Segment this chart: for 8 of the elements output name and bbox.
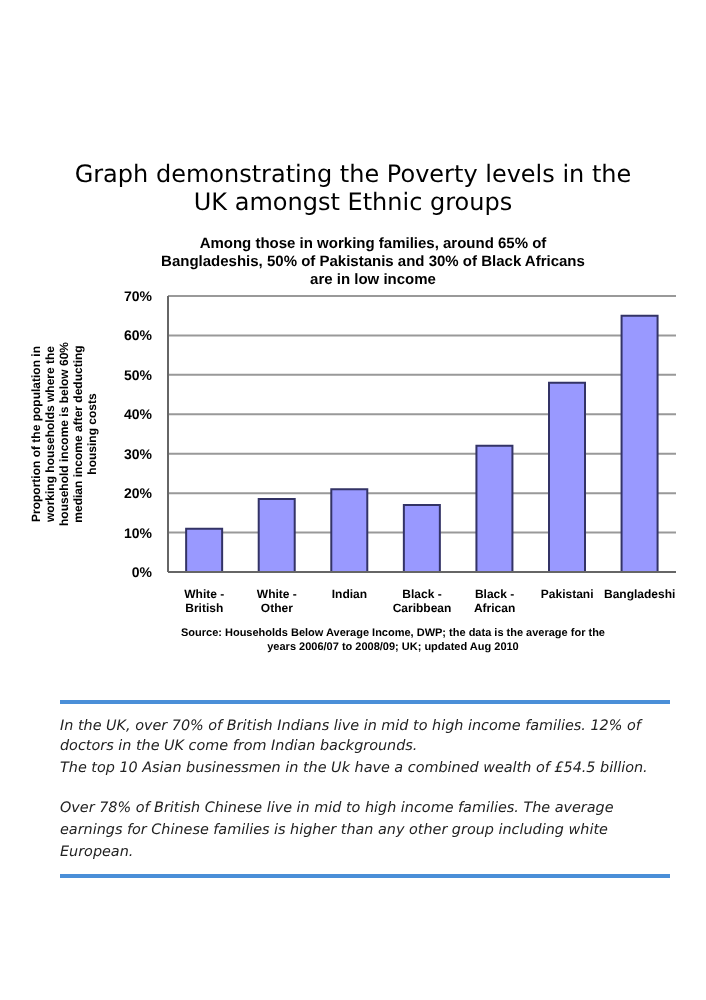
bar <box>257 497 296 572</box>
bar <box>548 381 586 572</box>
bar <box>402 503 441 572</box>
bar <box>475 444 514 572</box>
bar <box>185 527 224 572</box>
bar <box>330 487 369 572</box>
bar <box>620 314 659 572</box>
chart-title: Graph demonstrating the Poverty levels in the UK amongst Ethnic groups <box>72 160 634 218</box>
